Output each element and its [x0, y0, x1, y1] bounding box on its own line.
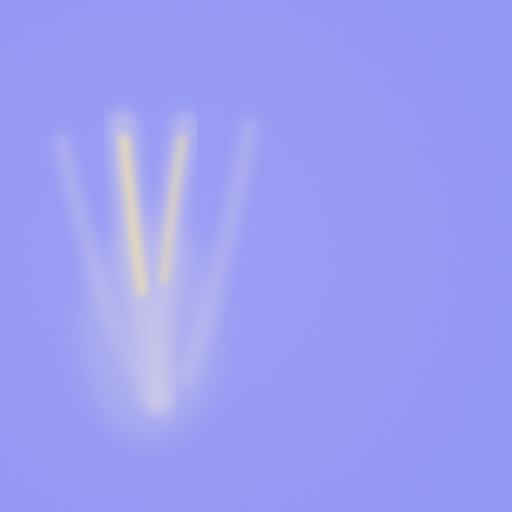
streak-figure: [0, 0, 512, 512]
grain-overlay: [0, 0, 512, 512]
image-canvas: [0, 0, 512, 512]
